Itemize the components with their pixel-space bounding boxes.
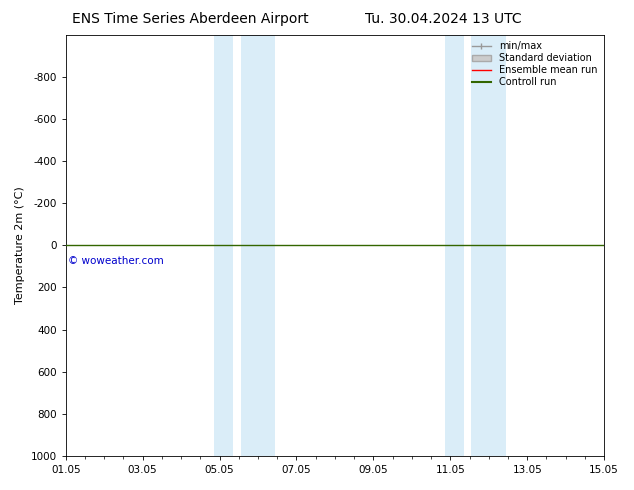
Bar — [214, 35, 233, 456]
Bar — [444, 35, 463, 456]
Legend: min/max, Standard deviation, Ensemble mean run, Controll run: min/max, Standard deviation, Ensemble me… — [468, 38, 601, 91]
Bar — [472, 35, 506, 456]
Text: Tu. 30.04.2024 13 UTC: Tu. 30.04.2024 13 UTC — [365, 12, 522, 26]
Y-axis label: Temperature 2m (°C): Temperature 2m (°C) — [15, 186, 25, 304]
Bar — [241, 35, 275, 456]
Text: © woweather.com: © woweather.com — [68, 256, 164, 266]
Text: ENS Time Series Aberdeen Airport: ENS Time Series Aberdeen Airport — [72, 12, 309, 26]
